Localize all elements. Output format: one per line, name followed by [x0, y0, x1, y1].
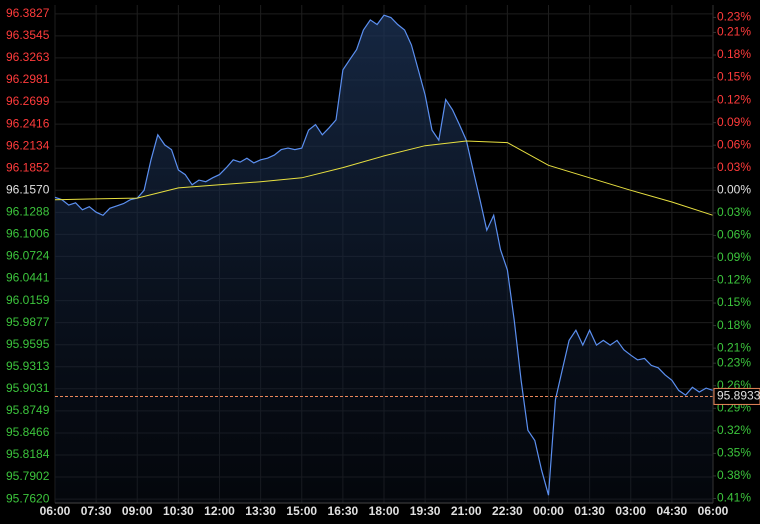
y2-tick-label: 0.18% — [717, 47, 751, 61]
y2-tick-label: 0.38% — [717, 468, 751, 482]
y2-tick-label: 0.03% — [717, 205, 751, 219]
x-tick-label: 10:30 — [163, 504, 194, 518]
x-tick-label: 21:00 — [451, 504, 482, 518]
price-area — [55, 15, 713, 503]
x-tick-label: 06:00 — [40, 504, 71, 518]
y2-tick-label: 0.32% — [717, 423, 751, 437]
y2-tick-label: 0.06% — [717, 137, 751, 151]
axis-layer: 96.3827 96.3545 96.3263 96.2981 96.2699 96.24… — [6, 5, 760, 518]
average-line — [54, 140, 714, 216]
y-tick-label: 96.1288 — [6, 205, 50, 219]
price-line — [54, 14, 714, 496]
x-tick-label: 03:00 — [615, 504, 646, 518]
x-tick-label: 19:30 — [410, 504, 441, 518]
x-tick-label: 09:00 — [122, 504, 153, 518]
y-tick-label: 96.0441 — [6, 271, 50, 285]
y-tick-label: 95.7902 — [6, 469, 50, 483]
y-tick-label: 95.8749 — [6, 403, 50, 417]
y-tick-label: 95.9031 — [6, 381, 50, 395]
y-tick-label: 95.9313 — [6, 359, 50, 373]
y-tick-label: 96.1006 — [6, 227, 50, 241]
y2-tick-label: 0.21% — [717, 25, 751, 39]
x-tick-label: 16:30 — [328, 504, 359, 518]
y2-tick-label: 0.15% — [717, 295, 751, 309]
plot-layer — [54, 14, 714, 503]
y2-tick-label: 0.41% — [717, 491, 751, 505]
x-tick-label: 07:30 — [81, 504, 112, 518]
y2-tick-label: 0.00% — [717, 182, 751, 196]
y-tick-label: 95.9877 — [6, 315, 50, 329]
y2-tick-label: 0.03% — [717, 160, 751, 174]
y2-tick-label: 0.23% — [717, 355, 751, 369]
y-tick-label: 96.2416 — [6, 116, 50, 130]
y2-tick-label: 0.18% — [717, 318, 751, 332]
y-tick-label: 96.2981 — [6, 72, 50, 86]
x-tick-label: 13:30 — [245, 504, 276, 518]
y-tick-label: 96.2134 — [6, 138, 50, 152]
y2-tick-label: 0.35% — [717, 446, 751, 460]
y2-tick-label: 0.06% — [717, 228, 751, 242]
y-tick-label: 96.3263 — [6, 50, 50, 64]
y-tick-label: 96.0724 — [6, 249, 50, 263]
y2-tick-label: 0.23% — [717, 10, 751, 24]
x-tick-label: 01:30 — [574, 504, 605, 518]
y-tick-label: 96.3545 — [6, 28, 50, 42]
y-tick-label: 95.7620 — [6, 491, 50, 505]
x-tick-label: 12:00 — [204, 504, 235, 518]
last-price-label: 95.8933 — [717, 389, 760, 403]
x-tick-label: 00:00 — [533, 504, 564, 518]
y2-tick-label: 0.12% — [717, 92, 751, 106]
x-tick-label: 15:00 — [286, 504, 317, 518]
y-tick-label: 95.9595 — [6, 337, 50, 351]
y2-tick-label: 0.09% — [717, 115, 751, 129]
y-tick-label: 96.3827 — [6, 6, 50, 20]
y2-tick-label: 0.09% — [717, 250, 751, 264]
y2-tick-label: 0.21% — [717, 340, 751, 354]
x-tick-label: 22:30 — [492, 504, 523, 518]
y-tick-label: 96.1852 — [6, 160, 50, 174]
x-tick-label: 18:00 — [369, 504, 400, 518]
y-tick-label: 96.2699 — [6, 94, 50, 108]
y-tick-label: 96.0159 — [6, 293, 50, 307]
y-tick-label: 95.8466 — [6, 425, 50, 439]
y-tick-label: 95.8184 — [6, 447, 50, 461]
x-tick-label: 04:30 — [657, 504, 688, 518]
x-tick-label: 06:00 — [698, 504, 729, 518]
last-price-box — [713, 387, 760, 405]
y2-tick-label: 0.12% — [717, 273, 751, 287]
y2-tick-label: 0.15% — [717, 70, 751, 84]
y-tick-label: 96.1570 — [6, 182, 50, 196]
